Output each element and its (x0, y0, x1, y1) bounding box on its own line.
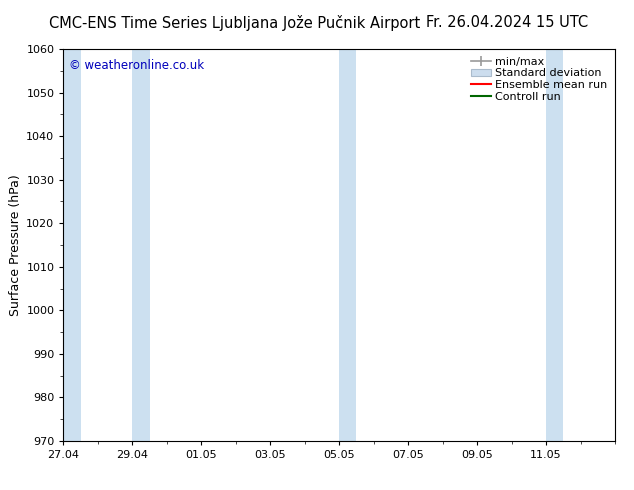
Bar (339, 49, 356, 441)
Legend: min/max, Standard deviation, Ensemble mean run, Controll run: min/max, Standard deviation, Ensemble me… (469, 54, 609, 104)
Text: © weatheronline.co.uk: © weatheronline.co.uk (69, 59, 204, 72)
Text: Fr. 26.04.2024 15 UTC: Fr. 26.04.2024 15 UTC (426, 15, 588, 30)
Bar (546, 49, 563, 441)
Y-axis label: Surface Pressure (hPa): Surface Pressure (hPa) (9, 174, 22, 316)
Text: CMC-ENS Time Series Ljubljana Jože Pučnik Airport: CMC-ENS Time Series Ljubljana Jože Pučni… (49, 15, 420, 31)
Bar (63, 49, 81, 441)
Bar (133, 49, 150, 441)
